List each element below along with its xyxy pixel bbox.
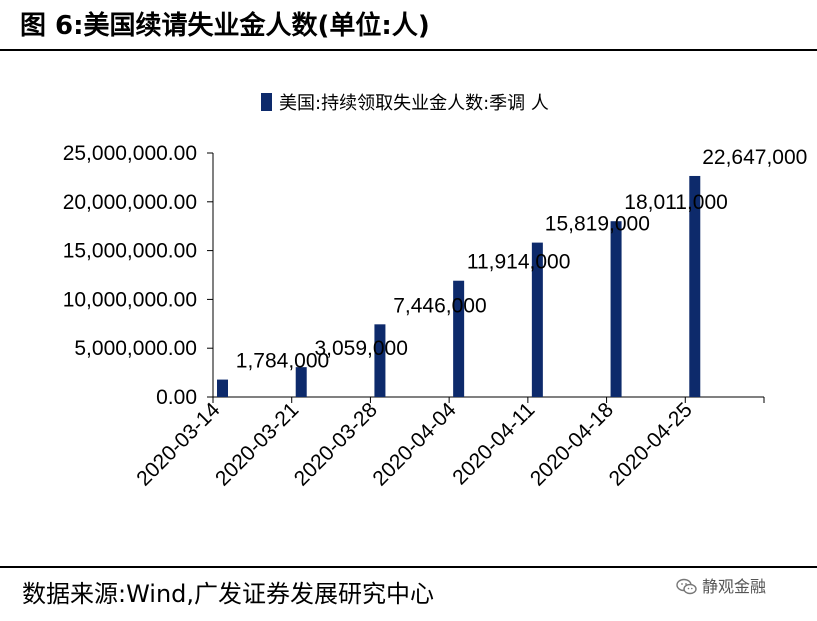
top-rule xyxy=(0,49,817,51)
x-tick-label: 2020-04-11 xyxy=(448,398,539,489)
y-tick-label: 15,000,000.00 xyxy=(63,240,197,263)
x-tick-label: 2020-03-28 xyxy=(290,398,382,490)
data-label: 3,059,000 xyxy=(314,337,407,360)
y-tick-label: 20,000,000.00 xyxy=(63,191,197,214)
y-tick-label: 25,000,000.00 xyxy=(63,142,197,165)
y-axis: 0.00 5,000,000.00 10,000,000.00 15,000,000.… xyxy=(63,142,214,409)
x-tick-label: 2020-04-04 xyxy=(368,398,460,490)
data-label: 11,914,000 xyxy=(467,251,571,274)
bar-chart: 美国:持续领取失业金人数:季调 人 0.00 5,000,000.00 10,000… xyxy=(63,93,808,490)
bar xyxy=(531,242,543,397)
x-tick-label: 2020-03-14 xyxy=(132,398,224,490)
y-tick-label: 10,000,000.00 xyxy=(63,288,197,311)
bar xyxy=(295,367,307,397)
y-tick-label: 5,000,000.00 xyxy=(74,337,197,360)
figure-title: 图 6:美国续请失业金人数(单位:人) xyxy=(20,11,430,41)
bar xyxy=(217,379,228,397)
bottom-rule xyxy=(0,566,817,568)
bar xyxy=(610,221,622,397)
legend-label: 美国:持续领取失业金人数:季调 人 xyxy=(279,93,549,114)
bars xyxy=(217,175,701,397)
y-tick-label: 0.00 xyxy=(156,386,197,409)
watermark-text: 静观金融 xyxy=(702,577,767,596)
legend-swatch xyxy=(261,93,272,111)
wechat-icon xyxy=(676,578,697,595)
legend: 美国:持续领取失业金人数:季调 人 xyxy=(261,93,549,114)
bar xyxy=(453,280,465,397)
data-label: 22,647,000 xyxy=(702,146,807,169)
data-label: 7,446,000 xyxy=(393,294,486,317)
data-label: 1,784,000 xyxy=(236,350,329,373)
bar xyxy=(374,324,386,397)
x-tick-label: 2020-04-18 xyxy=(526,398,618,490)
watermark: 静观金融 xyxy=(676,572,766,602)
data-label: 18,011,000 xyxy=(624,191,728,214)
x-axis: 2020-03-142020-03-212020-03-282020-04-04… xyxy=(132,396,765,490)
x-tick-label: 2020-03-21 xyxy=(211,398,303,490)
x-tick-label: 2020-04-25 xyxy=(605,398,697,490)
bar xyxy=(689,175,701,397)
data-source: 数据来源:Wind,广发证券发展研究中心 xyxy=(22,580,435,608)
data-label: 15,819,000 xyxy=(545,213,650,236)
